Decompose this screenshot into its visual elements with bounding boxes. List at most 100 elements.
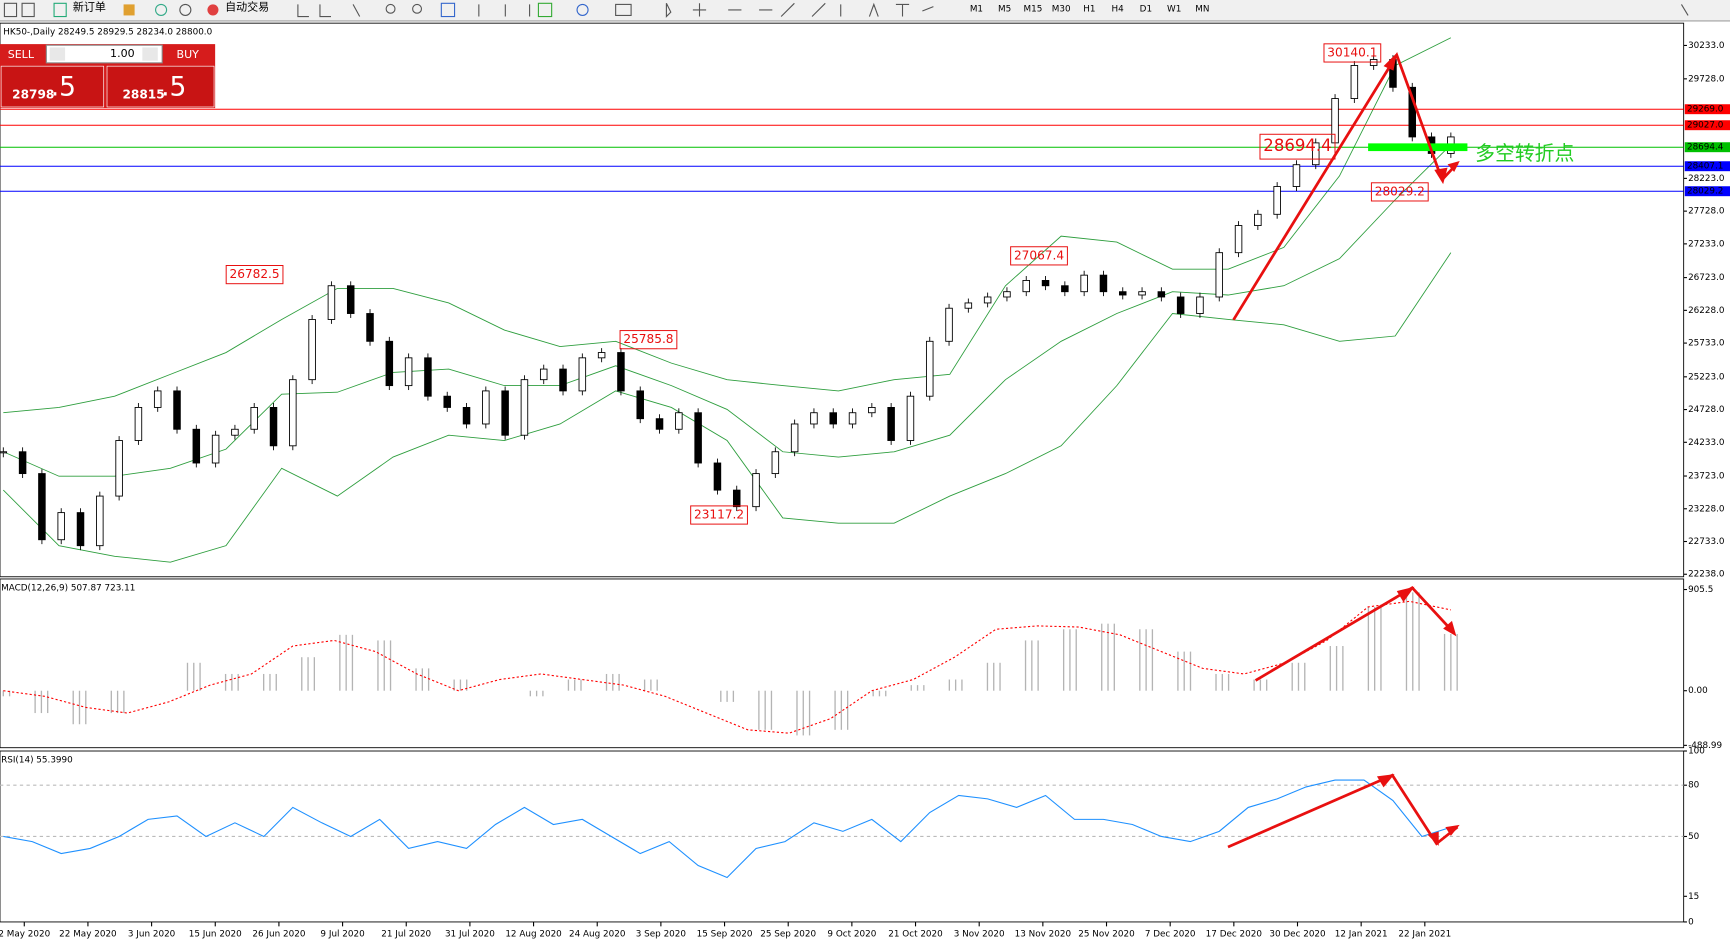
y-tick-label: 905.5 [1688,585,1713,595]
x-tick-label: 13 Nov 2020 [1015,930,1072,940]
timeframe-button[interactable]: D1 [1140,4,1152,14]
y-tick-label: 50 [1688,832,1700,842]
x-tick-label: 3 Sep 2020 [636,930,687,940]
price-level-label: 29269.0 [1687,105,1724,115]
arrow-head [1396,586,1415,603]
bollinger-band [3,144,1452,477]
icon[interactable] [179,3,192,16]
candle [346,285,355,314]
volume-up[interactable] [142,47,158,61]
timeframe-button[interactable]: MN [1195,4,1209,14]
icon[interactable] [1680,4,1689,16]
price-level-label: 29027.0 [1687,121,1724,131]
volume-box[interactable] [45,44,163,64]
candle [539,368,548,381]
y-tick-label: 27233.0 [1688,239,1725,249]
y-tick-label: 23723.0 [1688,472,1725,482]
candle [1196,296,1204,314]
icon[interactable] [440,2,456,18]
candle [752,473,760,508]
timeframe-button[interactable]: M1 [970,4,983,14]
candle [1312,142,1320,166]
buy-label[interactable]: BUY [177,48,200,61]
icon[interactable] [207,4,219,16]
candle [1273,186,1281,215]
x-tick-label: 21 Jul 2020 [381,930,431,940]
sell-button[interactable] [0,65,105,108]
x-tick-label: 17 Dec 2020 [1206,930,1263,940]
candle [732,489,741,508]
toolbar-icons [3,2,1689,18]
icon[interactable] [123,4,135,16]
timeframe-button[interactable]: M5 [998,4,1011,14]
candle [790,423,799,453]
arrow [1227,773,1459,849]
bollinger-band [2,252,1452,563]
icon[interactable] [412,3,423,14]
arrow [1232,51,1444,321]
x-tick-label: 21 Oct 2020 [888,930,943,940]
candle [713,462,722,491]
candle [1350,65,1359,100]
candle [1099,274,1108,293]
toolbar-button[interactable]: 自动交易 [225,0,269,14]
candle [1408,86,1417,138]
candle [1254,213,1262,226]
timeframe-button[interactable]: W1 [1167,4,1181,14]
icon[interactable] [478,4,531,17]
icon[interactable] [53,2,67,18]
candle [1215,252,1224,298]
volume-down[interactable] [49,47,66,61]
candle [289,379,297,447]
timeframe-button[interactable]: M30 [1052,4,1071,14]
sell-label[interactable]: SELL [8,48,35,61]
y-tick-label: 26228.0 [1688,306,1725,316]
volume[interactable]: 1.00 [110,47,135,60]
candle [771,451,780,475]
icon[interactable] [576,3,589,16]
candle [1138,291,1146,296]
icon[interactable] [615,3,632,16]
candle [424,357,432,397]
buy-price-frac: .5 [161,72,186,103]
toolbar-button[interactable]: 新订单 [73,0,106,14]
candle [1157,291,1166,298]
price-annotation: 26782.5 [229,267,279,281]
icon[interactable] [297,4,361,18]
y-tick-label: 25733.0 [1688,339,1725,349]
icon[interactable] [665,2,934,18]
candle [96,495,104,547]
candle [385,340,394,387]
candle [1118,291,1127,296]
icon[interactable] [155,3,168,16]
macd-title: MACD(12,26,9) 507.87 723.11 [1,583,135,593]
sell-price: 28798 [12,87,54,101]
candle [520,379,529,436]
candle [559,368,567,392]
price-level-label: 28694.4 [1687,143,1724,153]
x-tick-label: 2 May 2020 [0,930,51,940]
x-tick-label: 30 Dec 2020 [1269,930,1326,940]
icon[interactable] [385,3,396,14]
sell-price-frac: .5 [51,72,76,103]
timeframe-button[interactable]: M15 [1024,4,1043,14]
candle [1080,274,1088,293]
candle [1234,225,1243,254]
candle [1041,280,1050,287]
annotation-box [1259,133,1336,160]
candle [829,412,837,425]
y-tick-label: 24728.0 [1688,405,1725,415]
price-level-tag [1684,104,1730,115]
candle [482,390,490,425]
y-tick-label: 29728.0 [1688,74,1725,84]
candle [1292,164,1301,187]
buy-button[interactable] [106,65,215,108]
turning-zone [1368,143,1468,152]
icon[interactable] [21,2,35,18]
timeframe-button[interactable]: H1 [1083,4,1095,14]
timeframe-button[interactable]: H4 [1112,4,1125,14]
arrow-heads [1376,52,1460,846]
icon[interactable] [537,2,553,18]
icon[interactable] [3,2,18,18]
